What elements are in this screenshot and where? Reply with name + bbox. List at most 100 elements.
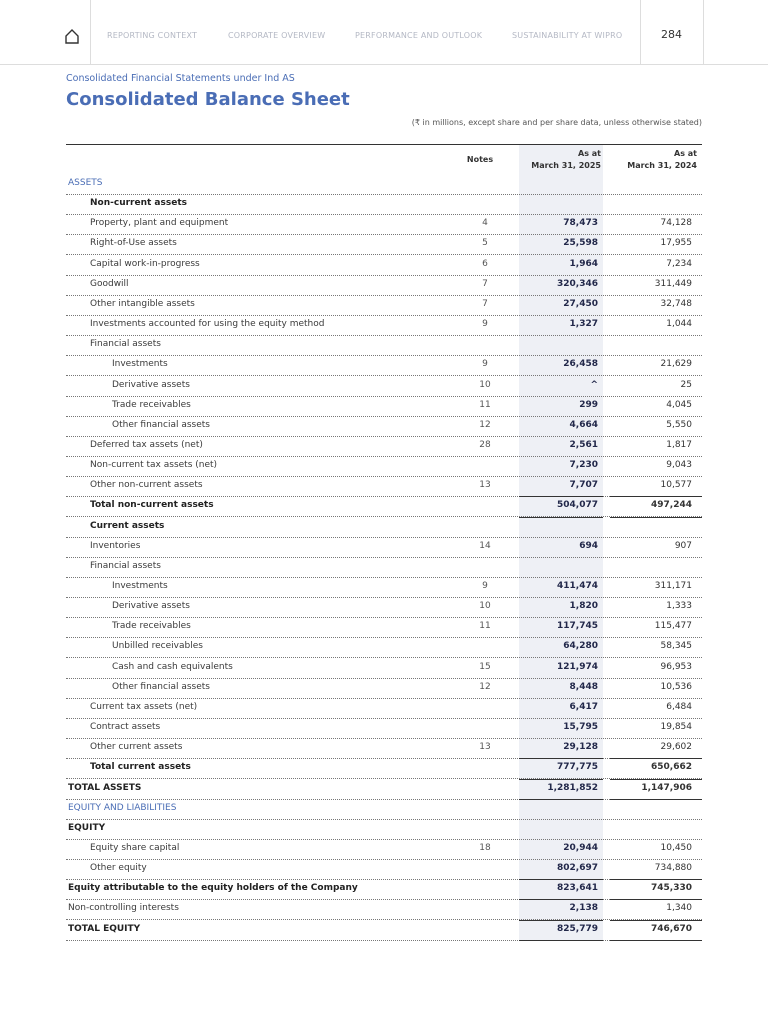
nav-item[interactable]: SUSTAINABILITY AT WIPRO [512,31,623,40]
row-label: Total non-current assets [90,500,214,511]
table-row: Non-current tax assets (net) 7,230 9,043 [66,456,702,478]
value-2025: 823,641 [557,883,598,894]
row-label: Investments [112,581,168,591]
total-rule [610,879,702,881]
nav-item[interactable]: REPORTING CONTEXT [107,31,198,40]
table-row: Derivative assets 10 ^ 25 [66,376,702,397]
value-2025: 1,327 [569,319,598,330]
value-2025: 2,561 [569,439,598,450]
row-label: Current tax assets (net) [90,701,198,712]
row-label: Contract assets [90,722,161,733]
value-2024: 1,817 [666,439,692,450]
home-icon[interactable] [64,28,80,45]
total-rule [519,919,603,921]
row-label: Equity share capital [90,842,180,853]
value-2025: 2,138 [569,903,598,914]
note-ref: 4 [482,218,488,229]
value-2024: 7,234 [666,258,692,269]
total-rule [519,778,603,780]
value-2024: 907 [674,540,692,551]
row-label: Financial assets [90,560,161,571]
value-2024: 74,128 [660,218,693,229]
column-shade [519,145,603,940]
total-rule [519,798,603,800]
table-row: Derivative assets 10 1,820 1,333 [66,597,702,619]
note-ref: 9 [482,581,488,591]
value-2024: 17,955 [660,238,693,249]
total-rule [519,758,603,760]
total-rule [610,798,702,800]
row-label: EQUITY [68,822,106,833]
row-label: Deferred tax assets (net) [90,439,203,450]
top-bar: REPORTING CONTEXT CORPORATE OVERVIEW PER… [0,0,768,65]
table-row: Equity attributable to the equity holder… [66,879,702,901]
note-ref: 11 [479,399,491,410]
row-label: Right-of-Use assets [90,238,177,249]
table-row: Other financial assets 12 4,664 5,550 [66,416,702,437]
divider [703,0,704,65]
row-label: Other non-current assets [90,480,203,491]
total-rule [610,939,702,941]
nav-item[interactable]: PERFORMANCE AND OUTLOOK [355,31,483,40]
value-2025: 26,458 [563,359,598,370]
value-2025: 7,230 [569,460,598,471]
note-ref: 28 [479,439,491,450]
row-label: ASSETS [68,178,103,188]
table-row: Other financial assets 12 8,448 10,536 [66,678,702,699]
table-row: Investments 9 26,458 21,629 [66,355,702,377]
table-row: Contract assets 15,795 19,854 [66,718,702,740]
value-2025: 15,795 [563,722,598,733]
value-2024: 1,044 [666,319,692,330]
value-2025: 320,346 [557,278,598,289]
value-2024: 96,953 [660,661,693,672]
value-2025: 27,450 [563,298,598,309]
value-2025: 1,820 [569,601,598,612]
table-row: Investments accounted for using the equi… [66,315,702,337]
table-row: Investments 9 411,474 311,171 [66,577,702,598]
row-label: Equity attributable to the equity holder… [68,883,358,894]
divider [640,0,641,65]
note-ref: 10 [479,379,491,390]
note-ref: 5 [482,238,488,249]
row-label: EQUITY AND LIABILITIES [68,802,177,813]
row-label: Other equity [90,863,147,874]
divider [90,0,91,65]
value-2025: 1,281,852 [547,782,598,793]
value-2025: 25,598 [563,238,598,249]
table-row: Equity share capital 18 20,944 10,450 [66,839,702,860]
note-ref: 7 [482,298,488,309]
row-label: Goodwill [90,278,129,289]
note-ref: 11 [479,621,491,632]
table-row: Total non-current assets 504,077 497,244 [66,496,702,518]
row-label: Derivative assets [112,379,190,390]
value-2025: 8,448 [569,681,598,692]
note-ref: 15 [479,661,491,672]
value-2024: 746,670 [651,923,692,934]
table-row: Non-current assets [66,194,702,216]
value-2024: 58,345 [660,641,693,652]
row-label: Non-controlling interests [68,903,179,914]
row-label: Inventories [90,540,141,551]
value-2025: 411,474 [557,581,598,591]
value-2025: 6,417 [569,701,598,712]
table-row: Other intangible assets 7 27,450 32,748 [66,295,702,316]
note-ref: 6 [482,258,488,269]
nav-item[interactable]: CORPORATE OVERVIEW [228,31,326,40]
value-2025: 694 [579,540,598,551]
table-row: Deferred tax assets (net) 28 2,561 1,817 [66,436,702,457]
value-2024: 21,629 [660,359,693,370]
row-label: Financial assets [90,339,161,350]
row-label: TOTAL ASSETS [68,782,142,793]
table-row: Unbilled receivables 64,280 58,345 [66,637,702,659]
row-label: Other financial assets [112,681,210,692]
table-row: Capital work-in-progress 6 1,964 7,234 [66,255,702,276]
row-label: Derivative assets [112,601,190,612]
note-ref: 14 [479,540,491,551]
value-2024: 311,171 [654,581,692,591]
value-2024: 1,147,906 [641,782,692,793]
value-2024: 734,880 [654,863,692,874]
total-rule [519,879,603,881]
value-2025: 7,707 [569,480,598,491]
row-label: TOTAL EQUITY [68,923,141,934]
